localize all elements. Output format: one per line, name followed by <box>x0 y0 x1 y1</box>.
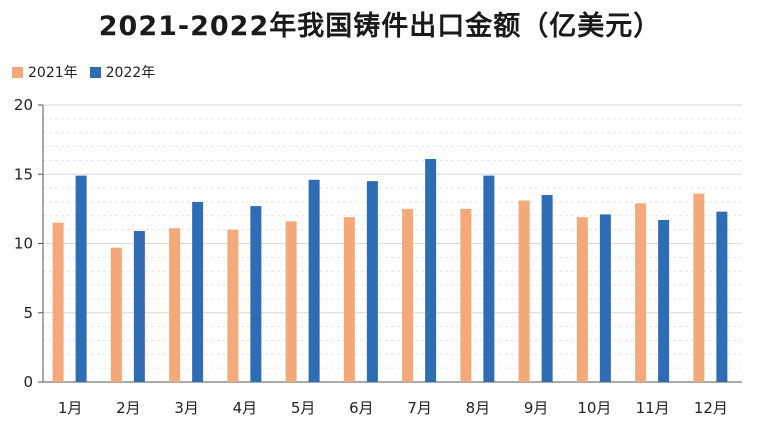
y-tick-label: 5 <box>23 304 33 322</box>
x-tick-label: 7月 <box>407 399 432 417</box>
x-tick-label: 12月 <box>694 399 728 417</box>
legend-swatch-2022 <box>89 66 101 78</box>
legend-item-2022: 2022年 <box>89 62 156 82</box>
bar-2021 <box>402 208 414 382</box>
chart-legend: 2021年 2022年 <box>12 62 167 82</box>
bar-2022 <box>250 206 262 382</box>
bar-2022 <box>658 219 670 382</box>
y-tick-label: 0 <box>23 373 33 391</box>
x-tick-label: 5月 <box>291 399 316 417</box>
bar-2021 <box>518 200 530 382</box>
x-tick-label: 4月 <box>233 399 258 417</box>
bar-2022 <box>483 175 495 382</box>
bar-2022 <box>133 231 145 382</box>
bar-2022 <box>425 159 437 382</box>
x-tick-label: 11月 <box>636 399 670 417</box>
y-tick-label: 10 <box>14 235 33 253</box>
bar-2021 <box>227 229 239 382</box>
legend-item-2021: 2021年 <box>12 62 78 82</box>
x-tick-label: 1月 <box>58 399 83 417</box>
x-tick-label: 10月 <box>577 399 611 417</box>
bar-2021 <box>52 222 64 382</box>
bar-2022 <box>366 181 378 382</box>
bar-2022 <box>599 214 611 382</box>
bar-2021 <box>285 221 297 382</box>
bar-2021 <box>110 247 122 382</box>
y-tick-label: 20 <box>14 96 33 114</box>
bar-2022 <box>716 211 728 382</box>
bar-2022 <box>192 201 204 382</box>
y-tick-label: 15 <box>14 165 33 183</box>
x-tick-label: 8月 <box>466 399 491 417</box>
bar-2021 <box>169 228 181 382</box>
bar-2022 <box>308 179 320 382</box>
bar-2021 <box>460 208 472 382</box>
x-tick-label: 3月 <box>174 399 199 417</box>
x-tick-label: 9月 <box>524 399 549 417</box>
legend-label-2021: 2021年 <box>28 65 78 81</box>
x-tick-label: 2月 <box>116 399 141 417</box>
bar-2021 <box>693 193 705 382</box>
legend-label-2022: 2022年 <box>105 65 156 81</box>
bar-2021 <box>343 217 355 382</box>
bar-2021 <box>576 217 588 382</box>
chart-title: 2021-2022年我国铸件出口金额（亿美元） <box>98 11 662 42</box>
bar-2021 <box>635 203 647 382</box>
x-tick-label: 6月 <box>349 399 374 417</box>
legend-swatch-2021 <box>12 66 23 78</box>
bar-2022 <box>75 175 87 382</box>
bar-2022 <box>541 195 553 382</box>
